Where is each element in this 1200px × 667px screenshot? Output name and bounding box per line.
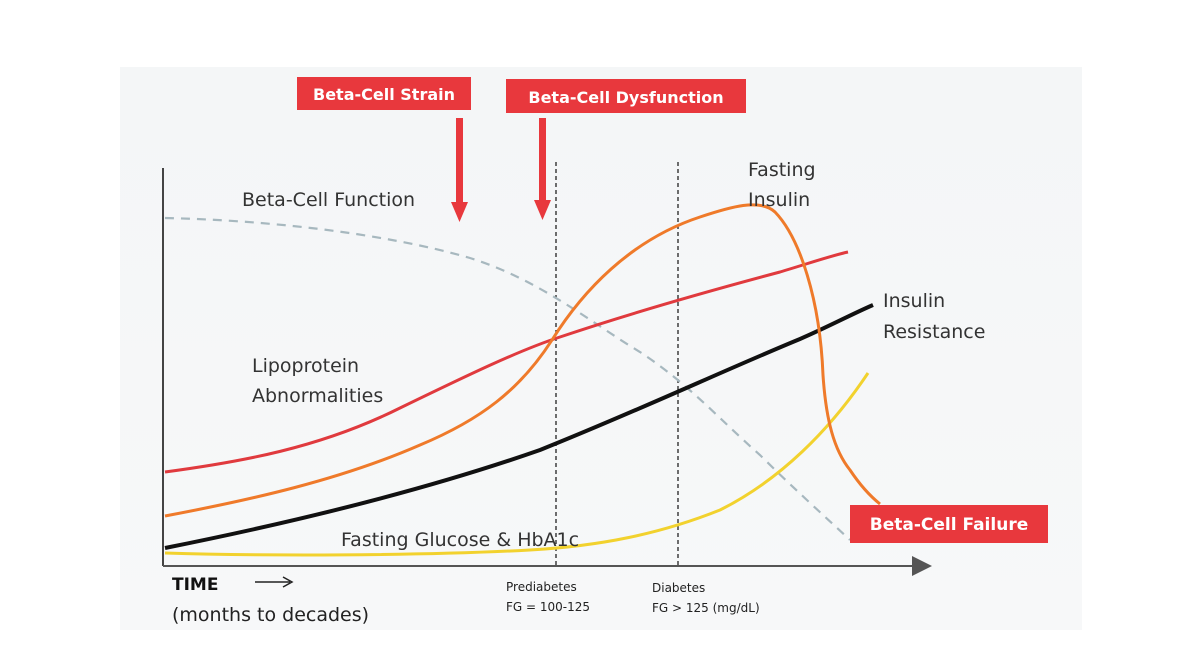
- beta-cell-dysfunction-box: [506, 79, 746, 113]
- beta-cell-failure-box: [850, 505, 1048, 543]
- beta-cell-failure-label: Beta-Cell Failure: [870, 515, 1028, 535]
- beta-cell-dysfunction-label: Beta-Cell Dysfunction: [528, 88, 723, 107]
- time-arrow-icon: [255, 576, 294, 588]
- beta-cell-strain-label: Beta-Cell Strain: [313, 85, 455, 104]
- beta-cell-function-curve: [164, 216, 851, 541]
- prediabetes-fg-label: FG = 100-125: [506, 600, 590, 614]
- time-axis-sublabel: (months to decades): [172, 604, 369, 626]
- lipoprotein-label-line1: Lipoprotein: [252, 355, 359, 377]
- dysfunction-arrow: [534, 118, 551, 220]
- insulin-resistance-label-line2: Resistance: [883, 321, 985, 343]
- fasting-glucose-curve: [164, 372, 870, 557]
- time-axis-label: TIME: [172, 575, 218, 595]
- strain-arrow: [451, 118, 468, 222]
- beta-cell-function-label: Beta-Cell Function: [242, 189, 415, 211]
- beta-cell-strain-box: [297, 77, 471, 110]
- diabetes-label: Diabetes: [652, 581, 705, 595]
- lipoprotein-abnormalities-curve: [164, 250, 849, 474]
- insulin-resistance-curve: [164, 303, 874, 550]
- fasting-glucose-label: Fasting Glucose & HbA1c: [341, 529, 579, 551]
- fasting-insulin-label-line1: Fasting: [748, 159, 816, 181]
- fasting-insulin-curve: [164, 203, 881, 518]
- diabetes-fg-label: FG > 125 (mg/dL): [652, 601, 760, 615]
- lipoprotein-label-line2: Abnormalities: [252, 385, 383, 407]
- prediabetes-label: Prediabetes: [506, 580, 577, 594]
- insulin-resistance-label-line1: Insulin: [883, 290, 945, 312]
- fasting-insulin-label-line2: Insulin: [748, 189, 810, 211]
